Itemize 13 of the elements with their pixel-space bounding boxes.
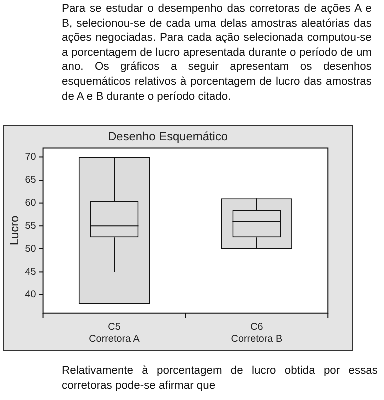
y-tick-label: 70	[25, 152, 37, 164]
chart-title: Desenho Esquemático	[108, 129, 228, 144]
x-tick-label: C6 Corretora B	[231, 322, 283, 345]
y-axis-title: Lucro	[7, 216, 22, 246]
y-tick-label: 50	[25, 244, 37, 255]
x-tick-label: C5 Corretora A	[89, 322, 140, 345]
y-tick-label: 60	[25, 198, 37, 209]
y-tick-label: 40	[25, 290, 37, 301]
y-tick-label: 45	[25, 266, 37, 278]
text: Para se estudar o desempenho das corretoras de ações A e B, selecionou-se de cada uma delas amostras aleatórias das ações negociadas. Para cada ação selecionada computou-se a porcentagem de lucro apresentada durante o período de um ano. Os gráficos a seguir apresentam os desenhos esquemáticos relativos à porcentagem de lucro das amostras de A e B durante o período citado.	[62, 2, 372, 104]
text: Relativamente à porcentagem de lucro obtida por essas corretoras pode-se afirmar que	[62, 364, 378, 394]
y-tick-label: 65	[25, 175, 37, 186]
y-tick-label: 55	[25, 220, 37, 232]
